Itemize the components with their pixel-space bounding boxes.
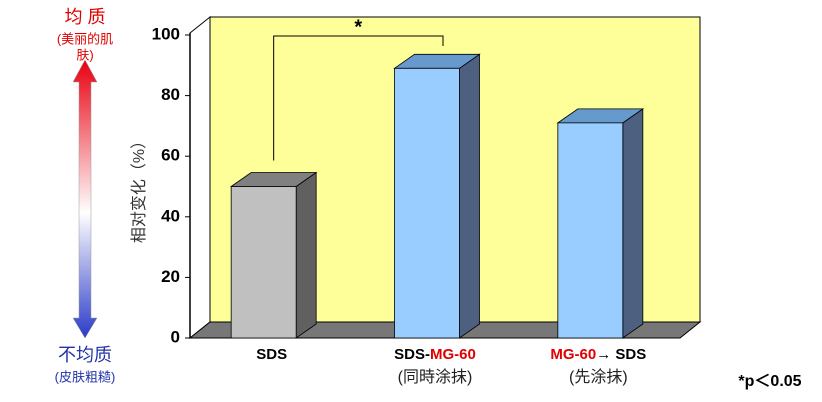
significance-bracket [273,35,444,161]
x-tick-label-part: → SDS [596,346,646,363]
x-tick-label: MG-60→ SDS [550,346,646,363]
x-tick-label-part: MG-60 [430,346,476,363]
bar-side [295,171,317,339]
scale-top-note: 肤) [76,47,93,62]
scale-bottom-note: (皮肤粗糙) [55,369,116,384]
x-tick-sublabel: (同時涂抹) [398,368,473,386]
scale-top-title: 均 质 [64,7,105,27]
x-tick-label-part: MG-60 [550,346,596,363]
footnote: *p＜0.05 [738,373,801,390]
y-tick-label: 80 [161,85,180,104]
y-tick-label: 20 [161,267,180,286]
significance-mark: * [354,16,362,38]
x-tick-label-part: SDS- [394,346,430,363]
y-tick-label: 40 [161,206,180,225]
bar-side [622,108,644,339]
x-tick-label: SDS [256,346,287,363]
bar [230,186,297,339]
y-axis-label: 相对变化（%） [130,133,148,243]
y-tick-label: 0 [171,327,180,346]
y-tick-label: 60 [161,146,180,165]
bar [557,122,624,339]
x-tick-label: SDS-MG-60 [394,346,476,363]
x-tick-sublabel: (先涂抹) [569,368,628,386]
bar [394,67,460,339]
x-tick-label-part: SDS [256,346,287,363]
scale-bottom-title: 不均质 [58,345,112,365]
y-tick-label: 100 [152,24,180,43]
side-wall [189,15,211,340]
scale-arrow [72,59,98,339]
scale-top-note: (美丽的肌 [57,31,113,46]
bar-side [459,53,480,339]
